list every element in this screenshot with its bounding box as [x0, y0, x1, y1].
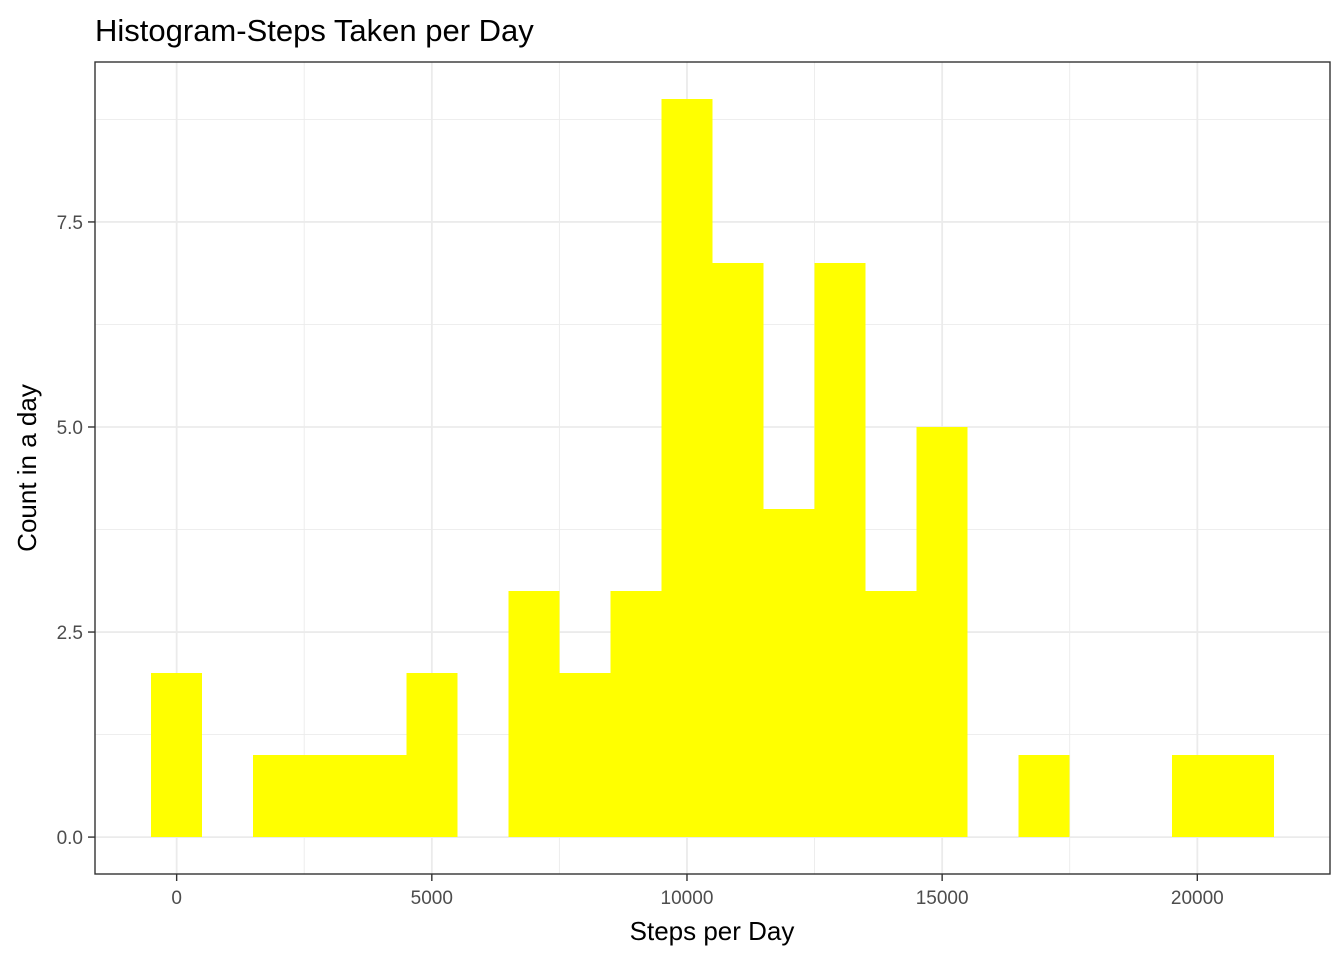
histogram-bar: [763, 509, 815, 838]
x-tick-label: 15000: [916, 888, 969, 909]
histogram-bar: [406, 673, 458, 838]
y-axis: 0.0 2.5 5.0 7.5: [57, 213, 95, 849]
histogram-bar: [559, 673, 611, 838]
chart-title: Histogram-Steps Taken per Day: [95, 13, 534, 48]
histogram-bar: [355, 755, 407, 838]
histogram-bar: [610, 591, 662, 838]
histogram-bar: [661, 98, 713, 838]
histogram-bar: [508, 591, 560, 838]
x-axis: 0 5000 10000 15000 20000: [171, 874, 1224, 909]
y-tick-label: 2.5: [57, 623, 83, 644]
histogram-bar: [304, 755, 356, 838]
y-tick-label: 7.5: [57, 213, 83, 234]
panel-border: [94, 61, 1331, 875]
y-tick-label: 0.0: [57, 828, 83, 849]
histogram-bar: [151, 673, 203, 838]
y-axis-title: Count in a day: [12, 384, 42, 552]
histogram-bars: [151, 98, 1274, 838]
x-tick-label: 0: [171, 888, 182, 909]
histogram-bar: [865, 591, 917, 838]
histogram-bar: [1018, 755, 1070, 838]
x-tick-label: 5000: [411, 888, 453, 909]
x-tick-label: 20000: [1171, 888, 1224, 909]
histogram-bar: [253, 755, 305, 838]
x-tick-label: 10000: [661, 888, 714, 909]
x-axis-title: Steps per Day: [630, 916, 795, 946]
histogram-bar: [814, 262, 866, 838]
y-tick-label: 5.0: [57, 418, 83, 439]
histogram-bar: [1171, 755, 1223, 838]
histogram-bar: [916, 426, 968, 838]
histogram-bar: [1222, 755, 1274, 838]
histogram-bar: [712, 262, 764, 838]
